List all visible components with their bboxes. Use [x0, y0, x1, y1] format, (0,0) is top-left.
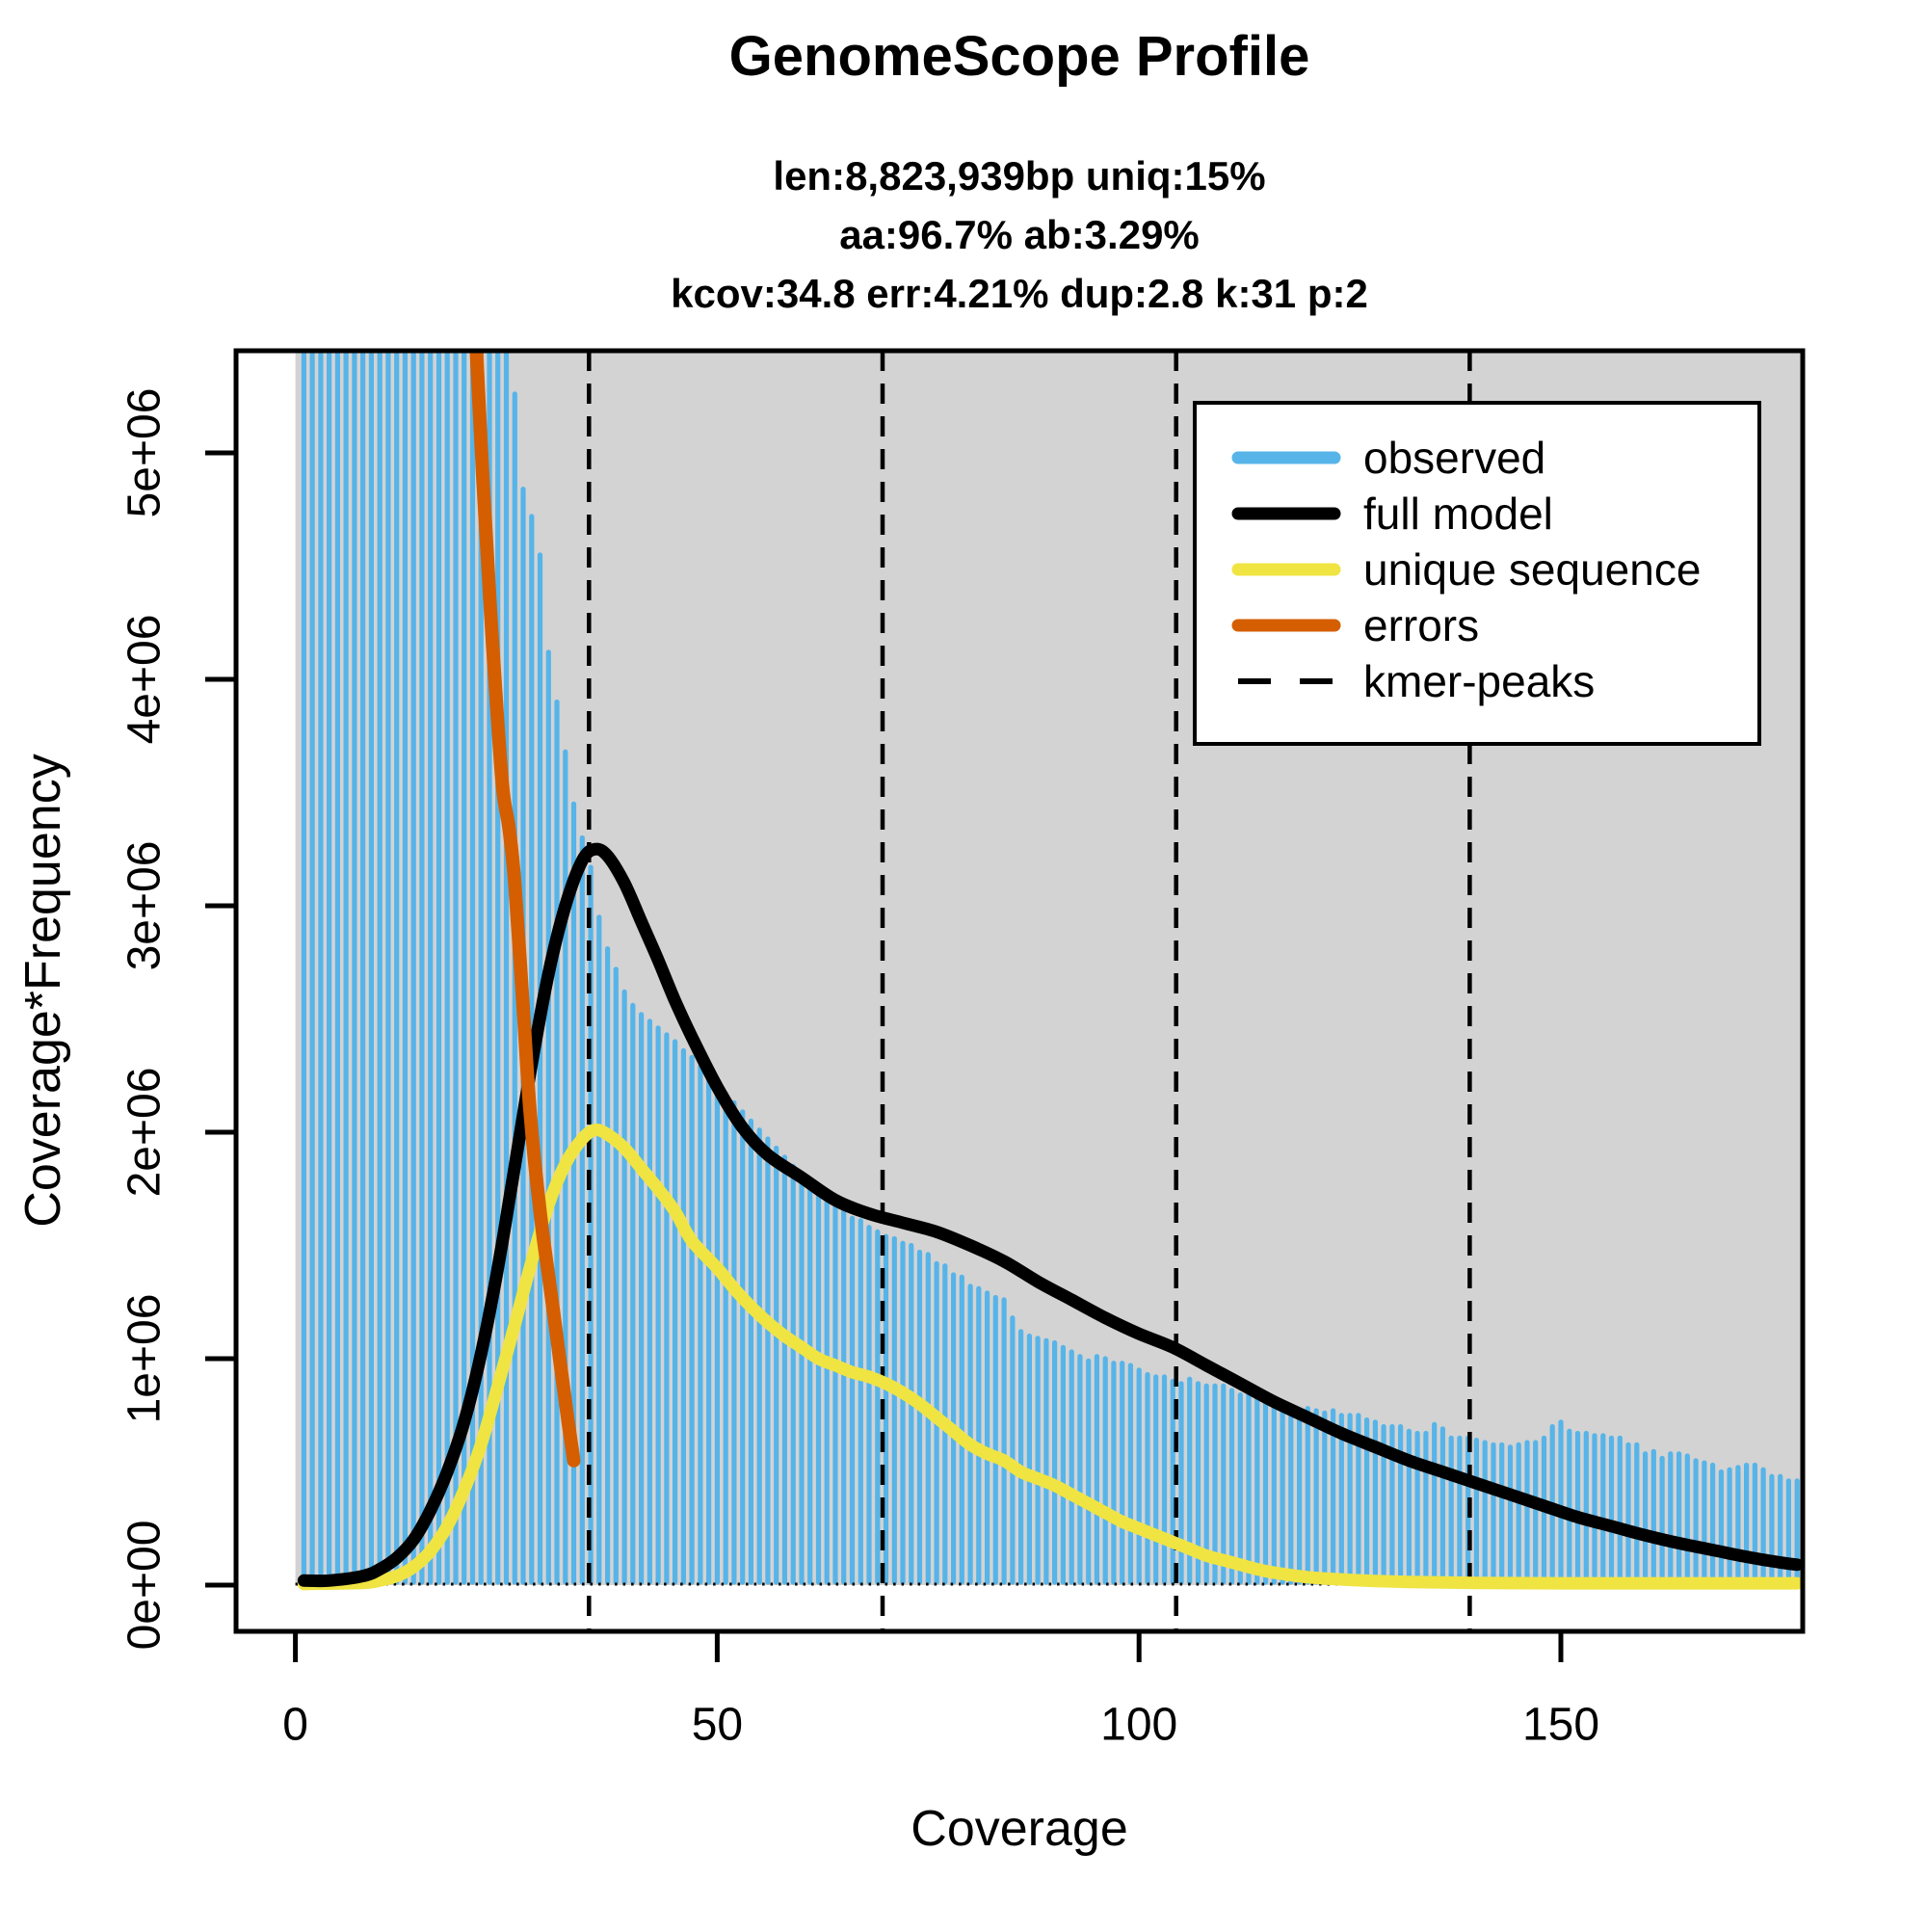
x-axis-title: Coverage: [911, 1801, 1127, 1857]
y-tick-label: 0e+00: [119, 1521, 171, 1651]
plot-frame: [233, 348, 1806, 1634]
y-axis: [205, 450, 236, 1588]
plot-subtitle-line: kcov:34.8 err:4.21% dup:2.8 k:31 p:2: [671, 271, 1368, 316]
legend-item-errors: errors: [1231, 600, 1479, 650]
legend-label-kmer-peaks: kmer-peaks: [1363, 656, 1595, 706]
y-tick-label: 4e+06: [119, 615, 171, 745]
y-tick-label: 1e+06: [119, 1294, 171, 1424]
full-model-curve: [297, 842, 1803, 1588]
legend-label-observed: observed: [1363, 433, 1545, 483]
x-tick-label: 0: [282, 1700, 308, 1751]
x-tick-label: 150: [1522, 1700, 1599, 1751]
y-tick-label: 2e+06: [119, 1068, 171, 1198]
legend-label-full-model: full model: [1363, 489, 1553, 539]
x-tick-label: 100: [1100, 1700, 1177, 1751]
plot-subtitle: len:8,823,939bp uniq:15% aa:96.7% ab:3.29…: [671, 153, 1368, 316]
plot-title: GenomeScope Profile: [729, 25, 1310, 88]
histogram-bars: [301, 351, 1800, 1585]
legend-label-errors: errors: [1363, 600, 1479, 650]
legend-label-unique-sequence: unique sequence: [1363, 544, 1701, 595]
x-axis: [293, 1631, 1564, 1662]
legend-item-observed: observed: [1231, 433, 1545, 483]
legend-item-full-model: full model: [1231, 489, 1553, 539]
x-axis-labels: 0 50 100 150: [282, 1700, 1599, 1751]
plot-subtitle-line: len:8,823,939bp uniq:15%: [773, 153, 1265, 198]
y-axis-labels: 0e+00 1e+06 2e+06 3e+06 4e+06 5e+06: [119, 388, 171, 1651]
plot-area: [295, 351, 1803, 1631]
errors-curve: [469, 351, 581, 1468]
x-tick-label: 50: [692, 1700, 743, 1751]
unique-sequence-curve: [297, 1124, 1803, 1591]
y-axis-title: Coverage*Frequency: [15, 754, 71, 1227]
kmer-peak-lines: [587, 351, 1472, 1631]
legend-item-unique-sequence: unique sequence: [1231, 544, 1701, 595]
legend-item-kmer-peaks: kmer-peaks: [1238, 656, 1595, 706]
plot-subtitle-line: aa:96.7% ab:3.29%: [839, 212, 1200, 257]
y-tick-label: 5e+06: [119, 388, 171, 518]
y-tick-label: 3e+06: [119, 841, 171, 971]
